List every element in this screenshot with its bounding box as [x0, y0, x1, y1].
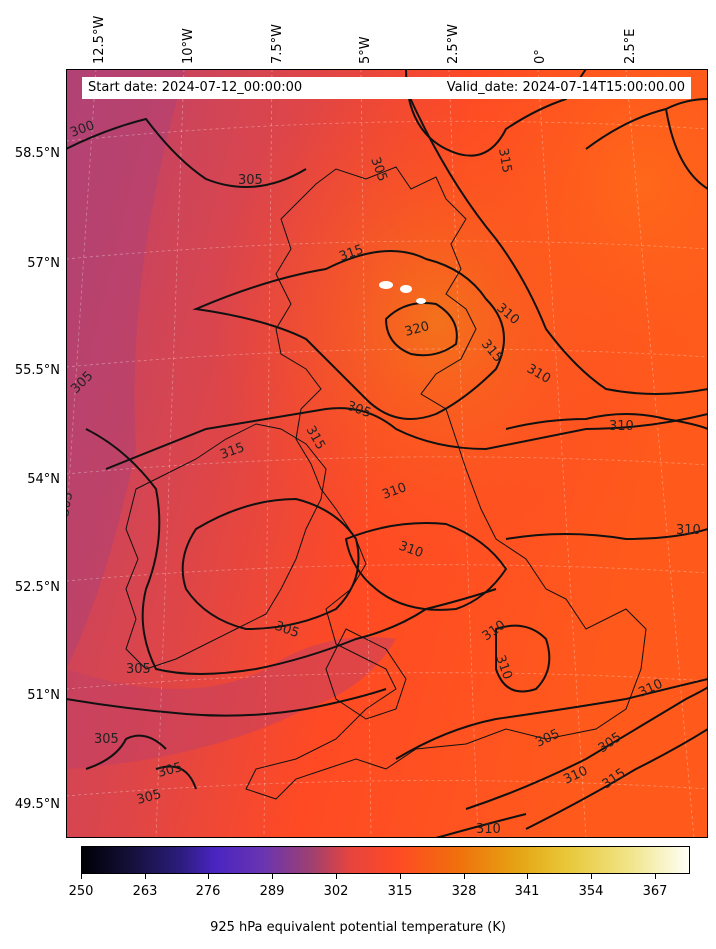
- colorbar-tick: [272, 874, 273, 879]
- contour-label: 310: [476, 822, 501, 837]
- contour-label: 305: [135, 787, 163, 808]
- longitude-label: 2.5°W: [446, 23, 461, 64]
- colorbar-tick: [655, 874, 656, 879]
- latitude-label: 54°N: [27, 472, 60, 487]
- colorbar-tick-label: 302: [323, 884, 349, 899]
- contours: [66, 69, 708, 838]
- colorbar-tick: [527, 874, 528, 879]
- contour-label: 310: [676, 523, 701, 538]
- contour-label: 305: [66, 491, 76, 518]
- valid-date: Valid_date: 2024-07-14T15:00:00.00: [446, 80, 685, 95]
- contour-label: 305: [94, 732, 119, 747]
- latitude-label: 49.5°N: [14, 797, 60, 812]
- colorbar-tick: [464, 874, 465, 879]
- colorbar: [81, 846, 690, 874]
- cool-region-west: [66, 69, 186, 669]
- colorbar-tick-label: 341: [514, 884, 540, 899]
- start-date: Start date: 2024-07-12_00:00:00: [88, 80, 303, 95]
- latitude-label: 52.5°N: [14, 580, 60, 595]
- latitude-label: 58.5°N: [14, 146, 60, 161]
- longitude-label: 7.5°W: [270, 23, 285, 64]
- latitude-label: 51°N: [27, 688, 60, 703]
- contour-label: 315: [495, 147, 514, 174]
- colorbar-tick: [591, 874, 592, 879]
- latitude-label: 55.5°N: [14, 363, 60, 378]
- longitude-label: 0°: [533, 49, 548, 64]
- map-panel[interactable]: 300 305 305 305 305 305 305 305 305 305 …: [66, 69, 708, 838]
- colorbar-tick-label: 328: [451, 884, 477, 899]
- coastlines: [125, 166, 647, 800]
- cool-region-sw: [66, 637, 396, 769]
- colorbar-tick-label: 263: [132, 884, 158, 899]
- colorbar-tick-label: 354: [578, 884, 604, 899]
- map-border: [66, 69, 708, 838]
- contour-label: 310: [609, 419, 634, 434]
- colorbar-tick: [208, 874, 209, 879]
- colorbar-tick: [336, 874, 337, 879]
- contour-label: 320: [403, 319, 431, 340]
- contour-label: 305: [238, 173, 263, 188]
- longitude-label: 2.5°E: [623, 28, 638, 64]
- colorbar-tick-label: 276: [195, 884, 221, 899]
- colorbar-tick: [400, 874, 401, 879]
- masked-patches: [379, 281, 426, 304]
- colorbar-tick-label: 250: [68, 884, 94, 899]
- longitude-label: 5°W: [358, 36, 373, 64]
- colorbar-tick-label: 289: [259, 884, 285, 899]
- contour-label: 305: [156, 760, 184, 781]
- date-info-box: Start date: 2024-07-12_00:00:00 Valid_da…: [82, 77, 691, 99]
- colorbar-tick: [81, 874, 82, 879]
- colorbar-tick-label: 367: [642, 884, 668, 899]
- colorbar-tick-label: 315: [387, 884, 413, 899]
- longitude-label: 10°W: [181, 28, 196, 64]
- latitude-label: 57°N: [27, 256, 60, 271]
- longitude-label: 12.5°W: [92, 15, 107, 64]
- contour-label: 305: [126, 662, 151, 677]
- colorbar-tick: [145, 874, 146, 879]
- colorbar-title: 925 hPa equivalent potential temperature…: [210, 920, 506, 935]
